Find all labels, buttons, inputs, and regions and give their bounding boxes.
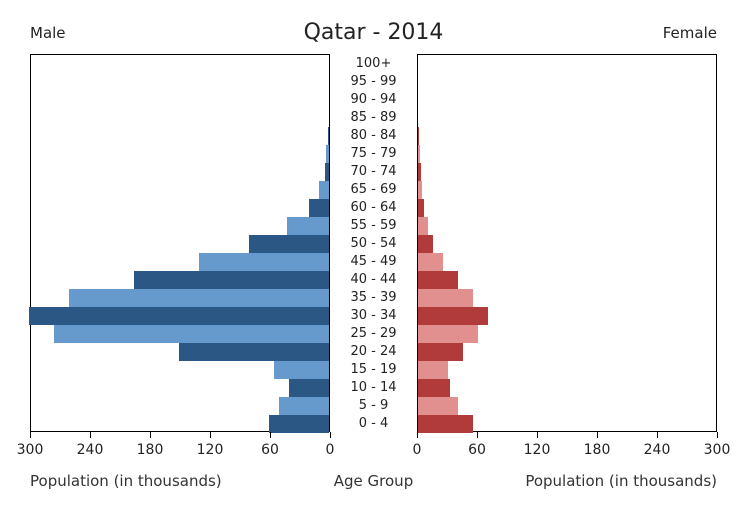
axis-tick-label: 0 bbox=[326, 442, 335, 458]
female-bar bbox=[418, 199, 424, 217]
age-group-label: 85 - 89 bbox=[330, 108, 417, 126]
male-bar bbox=[274, 361, 329, 379]
axis-tick-label: 60 bbox=[468, 442, 486, 458]
age-group-label: 95 - 99 bbox=[330, 72, 417, 90]
axis-tick bbox=[270, 432, 271, 438]
axis-tick bbox=[477, 432, 478, 438]
axis-tick bbox=[537, 432, 538, 438]
age-group-label: 70 - 74 bbox=[330, 162, 417, 180]
female-bar bbox=[418, 145, 420, 163]
axis-tick-label: 120 bbox=[197, 442, 224, 458]
male-panel bbox=[30, 54, 330, 432]
male-bar bbox=[199, 253, 329, 271]
axis-tick bbox=[210, 432, 211, 438]
age-group-label: 55 - 59 bbox=[330, 216, 417, 234]
age-group-label: 10 - 14 bbox=[330, 378, 417, 396]
male-bar bbox=[29, 307, 329, 325]
female-bar bbox=[418, 361, 448, 379]
male-bar bbox=[179, 343, 329, 361]
age-group-column: 100+95 - 9990 - 9485 - 8980 - 8475 - 797… bbox=[330, 54, 417, 432]
male-bar bbox=[134, 271, 329, 289]
age-group-label: 60 - 64 bbox=[330, 198, 417, 216]
female-bar bbox=[418, 307, 488, 325]
axis-tick-label: 240 bbox=[77, 442, 104, 458]
axis-tick-label: 120 bbox=[524, 442, 551, 458]
male-bar bbox=[328, 127, 329, 145]
age-group-label: 80 - 84 bbox=[330, 126, 417, 144]
chart-title: Qatar - 2014 bbox=[30, 20, 717, 45]
age-group-label: 35 - 39 bbox=[330, 288, 417, 306]
female-bar bbox=[418, 163, 421, 181]
female-bar bbox=[418, 415, 473, 433]
male-bar bbox=[325, 163, 329, 181]
age-group-label: 50 - 54 bbox=[330, 234, 417, 252]
female-bar bbox=[418, 379, 450, 397]
axis-tick bbox=[30, 432, 31, 438]
plot-area: 100+95 - 9990 - 9485 - 8980 - 8475 - 797… bbox=[30, 54, 717, 432]
axis-tick bbox=[717, 432, 718, 438]
male-bar bbox=[309, 199, 329, 217]
axis-tick bbox=[90, 432, 91, 438]
axis-tick-label: 300 bbox=[17, 442, 44, 458]
male-bar bbox=[269, 415, 329, 433]
age-group-label: 25 - 29 bbox=[330, 324, 417, 342]
female-bar bbox=[418, 325, 478, 343]
axis-tick bbox=[597, 432, 598, 438]
male-bar bbox=[249, 235, 329, 253]
axis-tick-label: 60 bbox=[261, 442, 279, 458]
female-label: Female bbox=[663, 24, 717, 42]
female-bar bbox=[418, 181, 422, 199]
female-bar bbox=[418, 217, 428, 235]
age-group-label: 40 - 44 bbox=[330, 270, 417, 288]
age-group-label: 75 - 79 bbox=[330, 144, 417, 162]
female-bar bbox=[418, 289, 473, 307]
age-group-label: 90 - 94 bbox=[330, 90, 417, 108]
age-group-label: 30 - 34 bbox=[330, 306, 417, 324]
male-bar bbox=[289, 379, 329, 397]
male-bar bbox=[279, 397, 329, 415]
age-group-label: 65 - 69 bbox=[330, 180, 417, 198]
age-group-label: 15 - 19 bbox=[330, 360, 417, 378]
age-group-label: 45 - 49 bbox=[330, 252, 417, 270]
age-group-label: 20 - 24 bbox=[330, 342, 417, 360]
male-bar bbox=[287, 217, 329, 235]
axis-tick-label: 0 bbox=[413, 442, 422, 458]
female-bar bbox=[418, 127, 419, 145]
female-bar bbox=[418, 397, 458, 415]
male-bar bbox=[326, 145, 329, 163]
male-bar bbox=[319, 181, 329, 199]
axis-tick-label: 240 bbox=[644, 442, 671, 458]
male-bar bbox=[54, 325, 329, 343]
female-bar bbox=[418, 253, 443, 271]
male-bar bbox=[69, 289, 329, 307]
age-group-label: 100+ bbox=[330, 54, 417, 72]
axis-tick bbox=[330, 432, 331, 438]
axis-tick-label: 180 bbox=[137, 442, 164, 458]
female-panel bbox=[417, 54, 717, 432]
axis-tick bbox=[150, 432, 151, 438]
axis-tick-label: 180 bbox=[584, 442, 611, 458]
female-bar bbox=[418, 271, 458, 289]
x-axis-label-right: Population (in thousands) bbox=[525, 472, 717, 490]
axis-tick bbox=[657, 432, 658, 438]
axis-tick bbox=[417, 432, 418, 438]
axis-tick-label: 300 bbox=[704, 442, 731, 458]
x-axis: 006060120120180180240240300300 bbox=[30, 432, 717, 468]
female-bar bbox=[418, 343, 463, 361]
age-group-label: 0 - 4 bbox=[330, 414, 417, 432]
age-group-label: 5 - 9 bbox=[330, 396, 417, 414]
female-bar bbox=[418, 235, 433, 253]
